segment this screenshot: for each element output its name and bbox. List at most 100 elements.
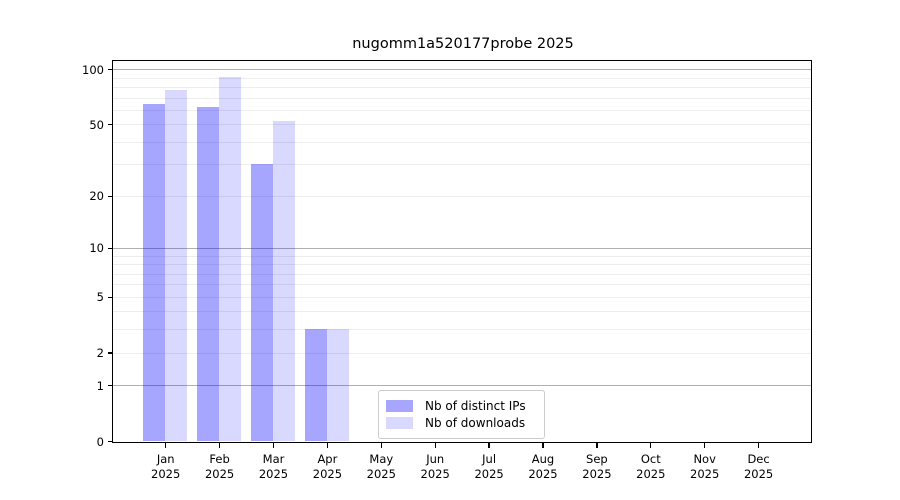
y-tick-mark [107, 296, 113, 298]
y-tick-mark [107, 195, 113, 197]
gridline-minor [113, 311, 811, 313]
x-tick-label: Dec 2025 [732, 452, 786, 482]
bar-distinct-ips [304, 329, 327, 441]
gridline-minor [113, 87, 811, 89]
legend-swatch-distinct-ips [386, 400, 413, 412]
year-label: 2025 [474, 467, 504, 481]
y-tick-mark [107, 124, 113, 126]
gridline-minor [113, 164, 811, 166]
x-tick-label: Oct 2025 [624, 452, 678, 482]
gridline-minor [113, 296, 811, 298]
legend-label: Nb of downloads [425, 416, 526, 430]
month-label: Feb [209, 452, 230, 466]
gridline-minor [113, 141, 811, 143]
y-tick-label: 2 [96, 346, 104, 360]
bar-downloads [326, 329, 349, 441]
x-tick-label: Nov 2025 [678, 452, 732, 482]
year-label: 2025 [743, 467, 774, 481]
gridline-minor [113, 284, 811, 286]
gridline-minor [113, 124, 811, 126]
month-label: Aug [531, 452, 555, 466]
x-tick-label: May 2025 [354, 452, 408, 482]
gridline-minor [113, 352, 811, 354]
y-tick-mark [107, 69, 113, 71]
x-tick-mark [272, 443, 275, 448]
gridline-minor [113, 77, 811, 79]
bar-downloads [165, 90, 188, 441]
month-label: Dec [747, 452, 770, 466]
gridline-major [113, 247, 811, 249]
gridline-minor [113, 273, 811, 275]
bar-distinct-ips [251, 164, 273, 441]
gridline-minor [113, 264, 811, 265]
x-tick-mark [704, 443, 706, 448]
bar-distinct-ips [143, 103, 166, 441]
year-label: 2025 [420, 467, 450, 481]
gridline-minor [113, 97, 811, 99]
year-label: 2025 [636, 467, 666, 481]
year-label: 2025 [528, 467, 558, 481]
y-tick-label: 20 [89, 189, 104, 204]
x-tick-mark [380, 443, 382, 448]
bar-downloads [273, 121, 295, 441]
bar-distinct-ips [197, 107, 220, 441]
month-label: Jul [482, 452, 497, 466]
year-label: 2025 [582, 467, 612, 481]
x-tick-mark [596, 443, 598, 448]
x-tick-label: Apr 2025 [300, 452, 354, 482]
x-tick-mark [488, 443, 490, 448]
x-tick-label: Jun 2025 [408, 452, 462, 482]
x-tick-label: Feb 2025 [193, 452, 247, 482]
y-tick-label: 10 [89, 241, 104, 256]
year-label: 2025 [204, 467, 235, 481]
legend-label: Nb of distinct IPs [425, 399, 526, 413]
gridline-minor [113, 195, 811, 197]
month-label: Apr [317, 452, 338, 466]
x-tick-mark [165, 443, 167, 448]
y-tick-label: 1 [96, 378, 104, 393]
gridline-minor [113, 109, 811, 111]
gridline-minor [113, 329, 811, 331]
year-label: 2025 [151, 467, 181, 481]
legend-item: Nb of distinct IPs [386, 399, 544, 413]
x-tick-label: Mar 2025 [247, 452, 301, 482]
year-label: 2025 [690, 467, 720, 481]
month-label: Nov [693, 452, 716, 466]
gridline-major [113, 385, 811, 387]
y-tick-label: 100 [82, 62, 104, 77]
x-tick-label: Jul 2025 [462, 452, 516, 482]
y-tick-mark [107, 385, 113, 387]
month-label: Sep [586, 452, 608, 466]
year-label: 2025 [312, 467, 343, 481]
x-tick-mark [434, 443, 436, 448]
month-label: May [369, 452, 394, 466]
x-tick-label: Aug 2025 [516, 452, 570, 482]
gridline-major [113, 69, 811, 71]
year-label: 2025 [258, 467, 289, 481]
x-tick-mark [758, 443, 760, 448]
bar-downloads [219, 76, 242, 441]
year-label: 2025 [366, 467, 396, 481]
y-tick-mark [107, 352, 113, 354]
month-label: Jan [156, 452, 175, 466]
month-label: Mar [262, 452, 285, 466]
y-tick-mark [107, 440, 113, 443]
y-tick-label: 50 [89, 117, 104, 132]
x-tick-mark [542, 443, 544, 448]
legend-swatch-downloads [386, 417, 413, 429]
month-label: Oct [640, 452, 661, 466]
legend-item: Nb of downloads [386, 416, 544, 430]
month-label: Jun [426, 452, 445, 466]
gridline-minor [113, 255, 811, 257]
y-tick-mark [107, 247, 113, 249]
y-tick-label: 0 [96, 434, 104, 449]
legend: Nb of distinct IPs Nb of downloads [378, 390, 545, 439]
x-tick-mark [650, 443, 652, 448]
plot-area [112, 60, 812, 443]
x-tick-label: Sep 2025 [570, 452, 624, 482]
x-tick-mark [218, 443, 221, 448]
x-tick-mark [326, 443, 329, 448]
y-tick-label: 5 [96, 290, 104, 305]
x-tick-label: Jan 2025 [139, 452, 193, 482]
